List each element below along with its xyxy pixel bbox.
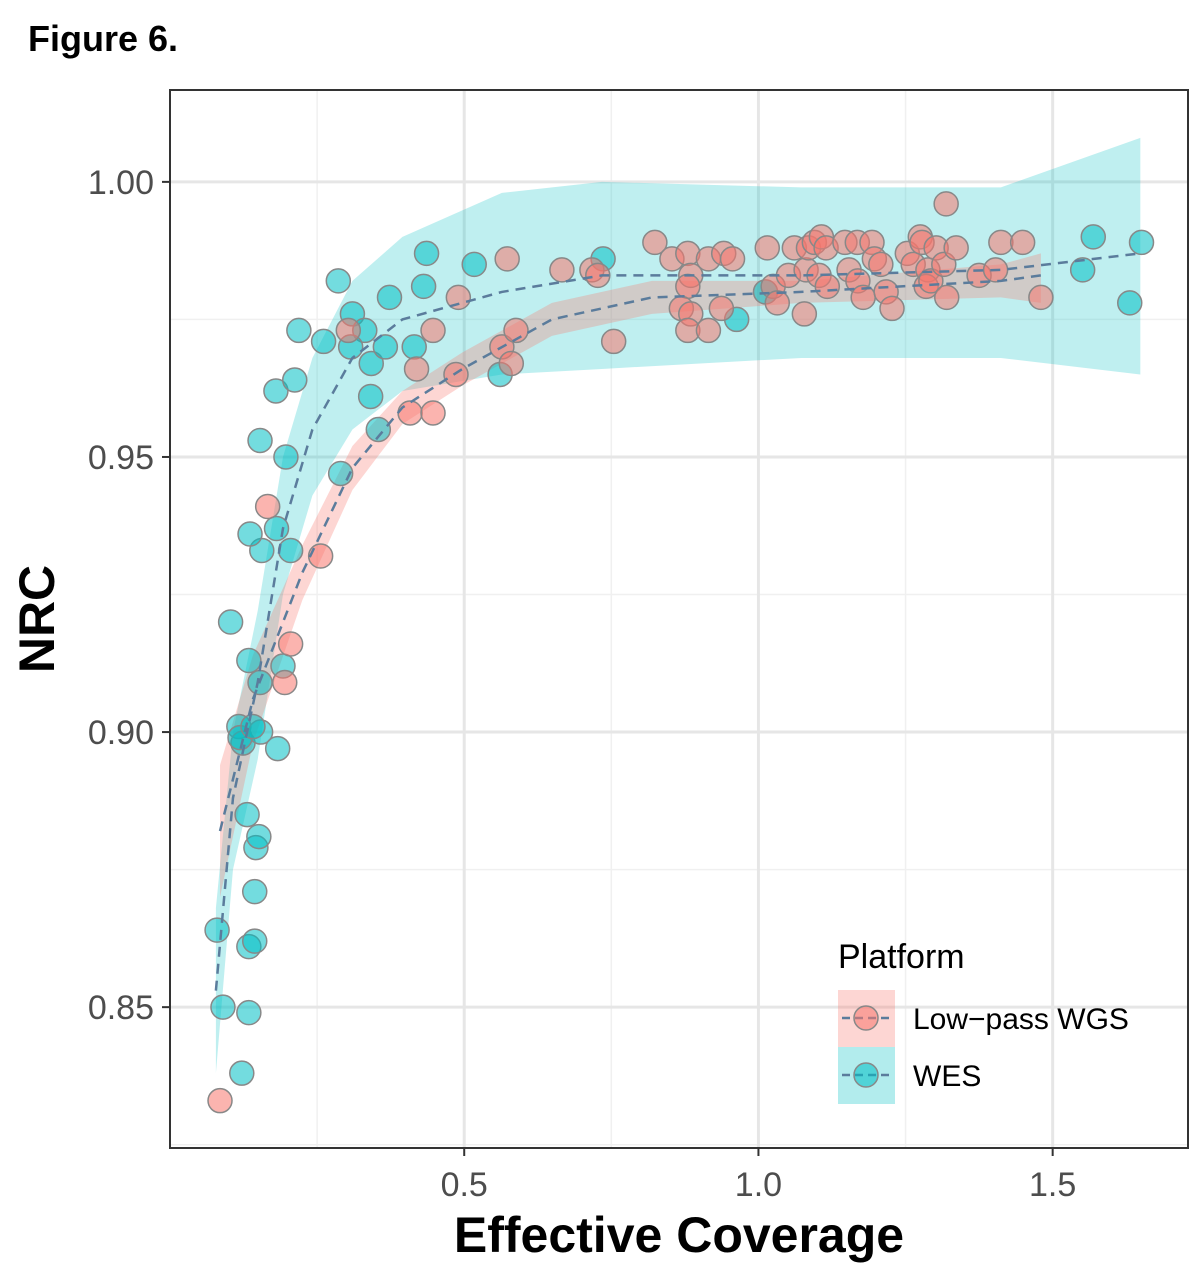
legend-title: Platform — [838, 938, 965, 976]
x-tick-label: 0.5 — [441, 1166, 488, 1204]
data-point-wes — [263, 378, 289, 404]
data-point-wgs — [397, 400, 423, 426]
data-point-wgs — [943, 235, 969, 261]
x-axis-label: Effective Coverage — [454, 1207, 904, 1263]
data-point-wes — [204, 917, 230, 943]
data-point-wes — [401, 334, 427, 360]
y-tick-label: 0.95 — [88, 439, 154, 477]
data-point-wgs — [719, 246, 746, 272]
fit-line-wes — [214, 252, 1141, 991]
data-point-wes — [461, 251, 487, 278]
data-point-wgs — [503, 317, 529, 344]
data-point-wgs — [494, 246, 520, 272]
data-point-wes — [286, 317, 312, 344]
figure-label: Figure 6. — [28, 18, 179, 59]
data-point-wes — [241, 928, 268, 954]
data-point-wgs — [403, 356, 430, 382]
legend-key-point — [853, 1062, 879, 1088]
y-tick-label: 1.00 — [88, 164, 154, 202]
legend-label: Low−pass WGS — [913, 1003, 1129, 1036]
data-point-wgs — [1009, 229, 1036, 256]
data-point-wes — [241, 878, 268, 905]
data-point-wes — [1128, 229, 1155, 256]
data-point-wes — [234, 801, 260, 828]
data-point-wes — [310, 328, 337, 355]
data-point-wgs — [791, 301, 818, 327]
legend: Platform Low−pass WGS WES — [838, 938, 1129, 1104]
data-point-wes — [236, 647, 262, 674]
data-point-wes — [236, 999, 262, 1026]
data-point-wes — [217, 609, 244, 635]
data-point-wes — [358, 350, 384, 377]
fit-line-wgs — [218, 274, 1042, 832]
data-point-wes — [413, 240, 440, 267]
data-point-wgs — [814, 273, 841, 300]
y-tick-label: 0.85 — [88, 989, 154, 1027]
data-point-wgs — [754, 235, 781, 261]
data-point-wes — [273, 444, 299, 470]
data-point-wgs — [549, 257, 575, 283]
data-point-wgs — [933, 191, 959, 217]
data-point-wgs — [933, 284, 960, 311]
y-tick-label: 0.90 — [88, 714, 154, 752]
data-point-wgs — [498, 350, 525, 377]
data-point-wgs — [1028, 284, 1054, 311]
data-point-wes — [210, 994, 236, 1020]
data-point-wes — [376, 284, 403, 311]
x-axis: 0.5 1.0 1.5 — [441, 1148, 1076, 1204]
data-point-wes — [325, 268, 352, 294]
data-point-wgs — [642, 229, 668, 256]
data-point-wgs — [277, 631, 304, 657]
data-point-wes — [372, 334, 399, 360]
data-point-wgs — [254, 493, 281, 520]
plot-border — [169, 89, 1189, 1149]
data-point-wgs — [868, 251, 894, 278]
x-tick-label: 1.5 — [1029, 1166, 1076, 1204]
data-point-wgs — [764, 290, 791, 316]
data-point-wes — [1080, 224, 1107, 250]
data-point-wes — [237, 521, 263, 547]
y-axis: 0.85 0.90 0.95 1.00 — [88, 164, 170, 1027]
data-point-wes — [1116, 290, 1143, 316]
y-axis-label: NRC — [9, 565, 65, 673]
data-point-wes — [357, 383, 384, 410]
data-point-wgs — [879, 295, 905, 322]
legend-key-point — [853, 1005, 879, 1031]
x-tick-label: 1.0 — [735, 1166, 782, 1204]
data-point-wes — [247, 427, 273, 454]
data-point-wgs — [420, 317, 446, 344]
data-point-wes — [277, 537, 304, 564]
data-point-wgs — [695, 317, 722, 344]
data-point-wgs — [600, 328, 627, 355]
data-point-wes — [1069, 257, 1096, 283]
data-point-wgs — [708, 295, 735, 322]
data-point-wgs — [585, 262, 611, 289]
data-point-wgs — [271, 669, 298, 696]
legend-label: WES — [913, 1060, 981, 1093]
data-point-wes — [410, 273, 437, 300]
data-point-wes — [246, 823, 272, 850]
fit-lines — [214, 252, 1141, 991]
data-point-wes — [365, 416, 392, 443]
data-point-wes — [264, 735, 291, 762]
data-point-wes — [281, 367, 308, 393]
data-point-wgs — [988, 229, 1014, 256]
data-point-wgs — [420, 400, 446, 426]
data-point-wes — [240, 713, 266, 740]
data-point-wgs — [445, 284, 472, 311]
data-point-wgs — [207, 1087, 233, 1114]
data-point-wgs — [335, 317, 362, 344]
data-point-wgs — [307, 543, 334, 569]
data-point-wes — [229, 1060, 255, 1086]
